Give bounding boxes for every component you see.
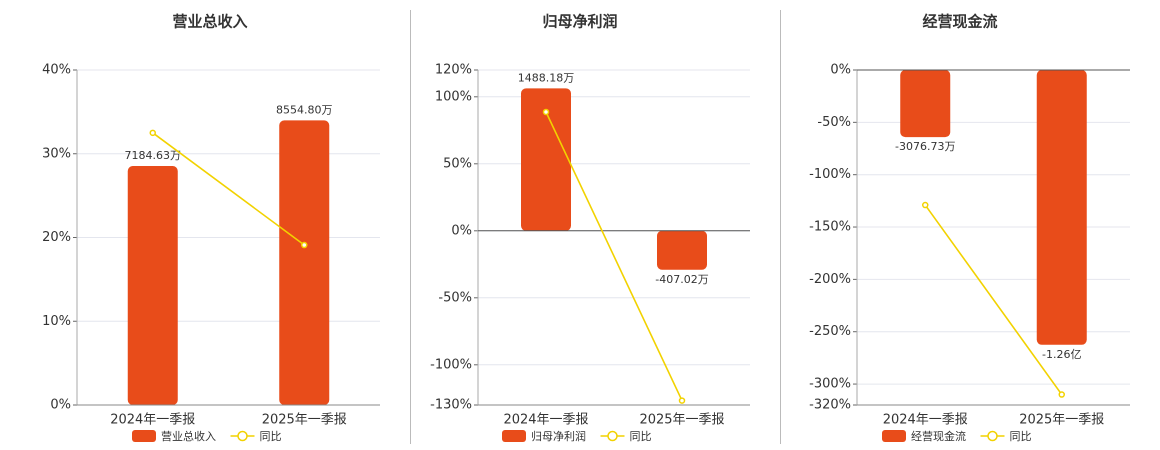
y-tick-label: -130% — [430, 398, 472, 413]
y-tick-label: -50% — [817, 115, 851, 130]
y-tick-label: -100% — [430, 357, 472, 372]
y-tick-label: -50% — [438, 290, 472, 305]
y-tick-label: 0% — [451, 223, 472, 238]
value-label: 7184.63万 — [125, 149, 182, 162]
y-tick-label: 100% — [435, 89, 472, 104]
value-label: -1.26亿 — [1042, 348, 1081, 361]
value-label: 1488.18万 — [518, 71, 575, 84]
legend-swatch — [987, 430, 998, 442]
y-tick-label: -320% — [809, 398, 851, 413]
bar — [900, 70, 951, 138]
y-tick-label: -150% — [809, 220, 851, 235]
line-point — [301, 241, 308, 249]
legend-label: 经营现金流 — [911, 429, 966, 443]
y-tick-label: 0% — [830, 63, 851, 78]
bar — [657, 230, 707, 270]
legend-swatch — [607, 430, 618, 442]
legend-label: 同比 — [630, 430, 652, 443]
line-point — [149, 129, 156, 137]
line-point — [1058, 391, 1065, 398]
y-tick-label: 120% — [435, 63, 472, 78]
value-label: -407.02万 — [655, 273, 708, 286]
legend-swatch — [132, 430, 156, 442]
y-tick-label: -250% — [809, 324, 851, 339]
legend-label: 同比 — [1010, 430, 1032, 443]
bar — [521, 88, 571, 231]
x-tick-label: 2025年一季报 — [262, 413, 347, 428]
x-tick-label: 2024年一季报 — [883, 413, 968, 428]
y-tick-label: -100% — [809, 167, 851, 182]
value-label: -3076.73万 — [895, 140, 955, 153]
y-tick-label: 30% — [42, 146, 71, 161]
chart-title: 营业总收入 — [172, 13, 247, 31]
bar — [127, 165, 178, 405]
line-point — [922, 201, 929, 209]
line — [924, 204, 1063, 395]
legend-swatch — [237, 430, 248, 442]
legend-label: 归母净利润 — [531, 429, 586, 443]
value-label: 8554.80万 — [276, 103, 333, 116]
legend-swatch — [502, 430, 526, 442]
line — [152, 132, 305, 246]
line-point — [542, 108, 550, 116]
y-tick-label: -200% — [809, 272, 851, 287]
y-tick-label: 40% — [42, 63, 71, 78]
y-tick-label: 20% — [42, 230, 71, 245]
y-tick-label: 50% — [443, 156, 472, 171]
chart-title: 归母净利润 — [542, 13, 617, 31]
line-point — [678, 397, 686, 404]
legend-label: 营业总收入 — [161, 429, 216, 443]
bar — [279, 120, 330, 405]
y-tick-label: -300% — [809, 377, 851, 392]
y-tick-label: 0% — [50, 398, 71, 413]
bar — [1036, 70, 1087, 345]
x-tick-label: 2025年一季报 — [1019, 413, 1104, 428]
x-tick-label: 2025年一季报 — [639, 413, 724, 428]
chart-title: 经营现金流 — [922, 13, 997, 31]
legend-swatch — [882, 430, 906, 442]
x-tick-label: 2024年一季报 — [110, 413, 195, 428]
line — [545, 111, 683, 401]
legend-label: 同比 — [260, 430, 282, 443]
y-tick-label: 10% — [42, 314, 71, 329]
x-tick-label: 2024年一季报 — [503, 413, 588, 428]
